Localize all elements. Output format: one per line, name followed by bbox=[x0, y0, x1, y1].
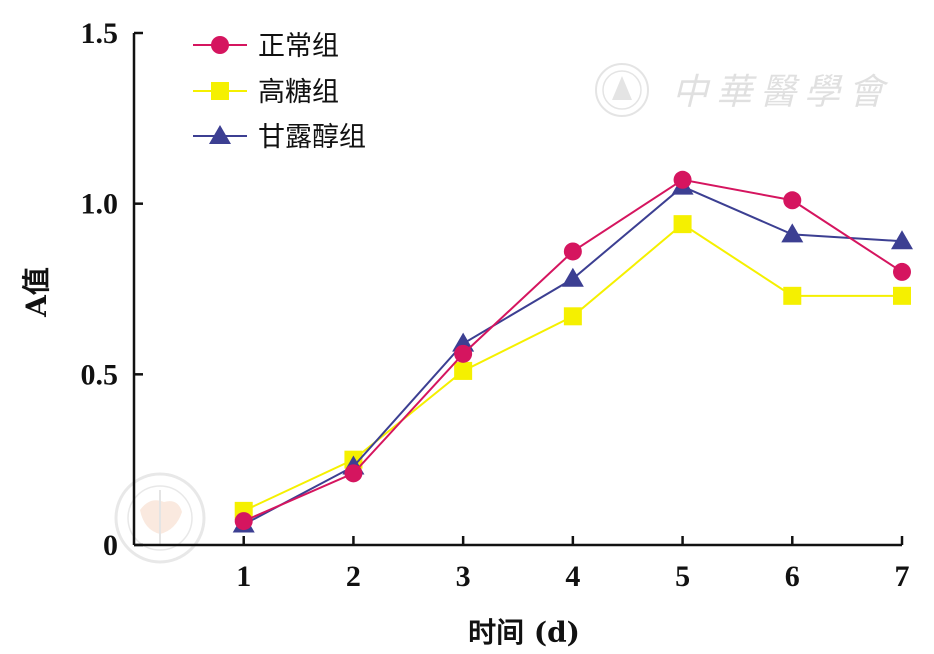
legend-item-1: 高糖组 bbox=[193, 77, 339, 108]
data-point bbox=[893, 262, 911, 281]
data-point bbox=[673, 170, 692, 189]
data-point bbox=[891, 230, 913, 250]
legend-symbol bbox=[209, 125, 231, 144]
watermark-seal-icon bbox=[595, 63, 649, 117]
watermark-top-right: 中華醫學會 bbox=[595, 63, 892, 117]
data-point bbox=[673, 215, 692, 234]
y-tick-label: 1.5 bbox=[81, 17, 119, 50]
x-tick-label: 6 bbox=[785, 560, 800, 593]
watermark-text: 中華醫學會 bbox=[672, 72, 892, 113]
series-line bbox=[243, 185, 903, 526]
y-tick-label: 0 bbox=[103, 529, 118, 562]
legend-label-1: 高糖组 bbox=[258, 77, 339, 108]
legend-item-0: 正常组 bbox=[193, 31, 339, 62]
legend-label-2: 甘露醇组 bbox=[258, 122, 366, 153]
data-point bbox=[454, 361, 473, 380]
x-tick-label: 7 bbox=[895, 560, 910, 593]
data-point bbox=[781, 223, 804, 243]
x-tick-label: 2 bbox=[346, 560, 361, 593]
legend-marker-2 bbox=[209, 125, 231, 144]
data-point bbox=[783, 191, 802, 210]
watermark-seal-bottom-left bbox=[114, 472, 206, 564]
data-point bbox=[561, 267, 584, 287]
legend-label-0: 正常组 bbox=[258, 31, 339, 62]
legend-marker-1 bbox=[211, 82, 229, 100]
legend-marker-0 bbox=[211, 36, 229, 54]
y-axis-title: A值 bbox=[20, 267, 53, 318]
data-point bbox=[234, 512, 253, 531]
series-line bbox=[243, 178, 903, 523]
data-point bbox=[454, 344, 473, 363]
legend-symbol bbox=[211, 82, 229, 100]
series-2 bbox=[232, 175, 913, 533]
series-line bbox=[243, 222, 902, 512]
x-tick-label: 4 bbox=[565, 560, 580, 593]
legend: 正常组 高糖组 甘露醇组 bbox=[193, 31, 366, 153]
x-tick-label: 1 bbox=[236, 560, 251, 593]
y-tick-label: 1.0 bbox=[81, 188, 119, 221]
data-point bbox=[783, 286, 802, 305]
data-point bbox=[893, 286, 911, 305]
x-axis-title: 时间 (d) bbox=[468, 616, 580, 649]
x-tick-label: 3 bbox=[456, 560, 471, 593]
y-tick-label: 0.5 bbox=[81, 358, 119, 391]
x-tick-label: 5 bbox=[675, 560, 690, 593]
data-point bbox=[344, 464, 363, 483]
legend-item-2: 甘露醇组 bbox=[193, 122, 366, 153]
axes bbox=[132, 33, 902, 547]
data-point bbox=[563, 307, 582, 326]
series-1 bbox=[234, 215, 911, 520]
series-0 bbox=[234, 170, 911, 531]
data-point bbox=[563, 242, 582, 261]
legend-symbol bbox=[211, 36, 229, 54]
